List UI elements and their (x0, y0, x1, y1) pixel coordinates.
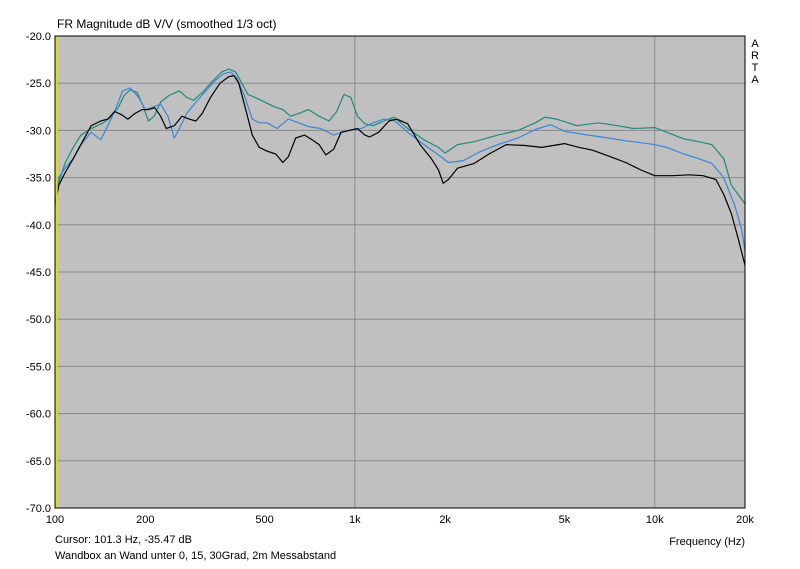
y-tick-label: -40.0 (26, 220, 51, 232)
y-tick-label: -20.0 (26, 31, 51, 43)
y-tick-label: -65.0 (26, 456, 51, 468)
x-tick-label: 10k (646, 514, 664, 526)
measurement-description: Wandbox an Wand unter 0, 15, 30Grad, 2m … (55, 550, 337, 562)
plot-frame (54, 35, 746, 509)
brand-letter: T (752, 62, 759, 74)
x-tick-label: 100 (46, 514, 64, 526)
y-axis-tick-labels: -20.0 -25.0 -30.0 -35.0 -40.0 -45.0 -50.0 -55.0… (26, 31, 51, 515)
y-tick-label: -60.0 (26, 409, 51, 421)
y-tick-label: -55.0 (26, 361, 51, 373)
y-tick-label: -35.0 (26, 173, 51, 185)
brand-letter: A (751, 74, 759, 86)
chart-title: FR Magnitude dB V/V (smoothed 1/3 oct) (57, 17, 276, 31)
x-tick-label: 20k (736, 514, 754, 526)
brand-letter: R (751, 50, 759, 62)
x-axis-label: Frequency (Hz) (669, 536, 745, 548)
x-tick-label: 1k (349, 514, 361, 526)
x-tick-label: 5k (559, 514, 571, 526)
response-curve-blue (54, 71, 746, 252)
y-tick-label: -45.0 (26, 267, 51, 279)
x-tick-label: 500 (255, 514, 273, 526)
brand-letter: A (751, 38, 759, 50)
response-curve-black (54, 74, 746, 266)
x-tick-label: 200 (136, 514, 154, 526)
response-curve-green (54, 68, 746, 205)
y-tick-label: -70.0 (26, 503, 51, 515)
y-tick-label: -25.0 (26, 78, 51, 90)
cursor-readout: Cursor: 101.3 Hz, -35.47 dB (55, 534, 192, 546)
y-tick-label: -30.0 (26, 125, 51, 137)
x-tick-label: 2k (439, 514, 451, 526)
x-axis-tick-labels: 100 200 500 1k 2k 5k 10k 20k (46, 514, 755, 526)
response-curves (54, 68, 746, 266)
y-tick-label: -50.0 (26, 314, 51, 326)
